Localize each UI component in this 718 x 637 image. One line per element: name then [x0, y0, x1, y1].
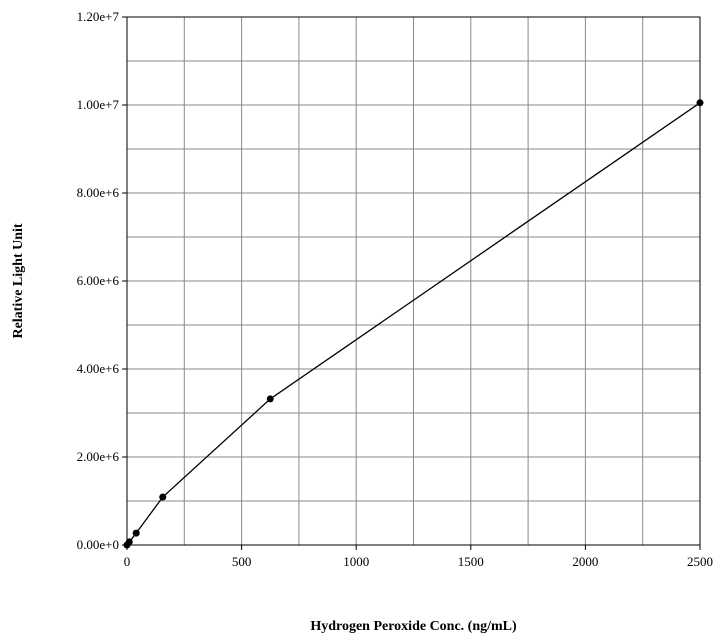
- data-point: [159, 493, 167, 501]
- x-tick-label: 2500: [687, 554, 713, 569]
- y-tick-label: 1.00e+7: [77, 97, 120, 112]
- y-tick-label: 2.00e+6: [77, 449, 120, 464]
- series: [123, 99, 704, 549]
- grid: [127, 17, 700, 545]
- y-tick-label: 8.00e+6: [77, 185, 120, 200]
- data-point: [266, 395, 274, 403]
- x-tick-label: 1000: [343, 554, 369, 569]
- y-tick-label: 4.00e+6: [77, 361, 120, 376]
- y-axis-title: Relative Light Unit: [11, 223, 26, 338]
- x-tick-label: 0: [124, 554, 131, 569]
- y-tick-label: 0.00e+0: [77, 537, 119, 552]
- data-point: [696, 99, 704, 107]
- x-axis-title: Hydrogen Peroxide Conc. (ng/mL): [310, 619, 517, 634]
- x-tick-label: 500: [232, 554, 252, 569]
- x-tick-label: 2000: [572, 554, 598, 569]
- axis-ticks: [122, 16, 701, 550]
- y-tick-labels: 0.00e+0 2.00e+6 4.00e+6 6.00e+6 8.00e+6 1.00e…: [77, 9, 120, 552]
- data-point: [125, 538, 133, 546]
- x-tick-labels: 0 500 1000 1500 2000 2500: [124, 554, 713, 569]
- x-tick-label: 1500: [458, 554, 484, 569]
- data-point: [132, 529, 140, 537]
- y-tick-label: 6.00e+6: [77, 273, 120, 288]
- y-tick-label: 1.20e+7: [77, 9, 120, 24]
